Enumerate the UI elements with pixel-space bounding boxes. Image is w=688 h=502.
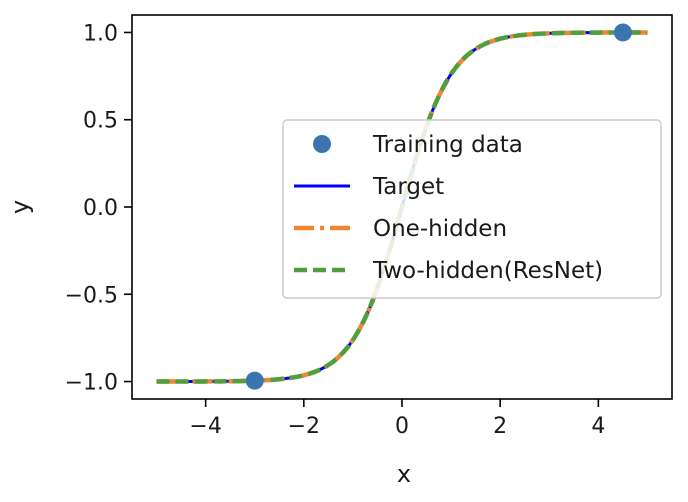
data-point-training-data — [613, 23, 632, 42]
legend-entry-target: Target — [294, 174, 444, 200]
legend-entry-training-data: Training data — [313, 132, 523, 158]
y-tick-label: 0.0 — [83, 196, 118, 221]
legend-label-one-hidden: One-hidden — [373, 216, 507, 242]
y-tick-label: −0.5 — [65, 283, 118, 308]
x-tick-label: 4 — [591, 414, 605, 439]
data-point-training-data — [245, 371, 264, 390]
y-tick-label: −1.0 — [65, 371, 118, 396]
x-tick-label: 2 — [493, 414, 507, 439]
legend-entry-two-hidden-resnet: Two-hidden(ResNet) — [294, 258, 603, 284]
legend-label-training-data: Training data — [372, 132, 523, 158]
x-axis-label: x — [397, 460, 411, 488]
legend: Training data Target One-hidden Two-hidd… — [282, 119, 662, 299]
y-tick-label: 1.0 — [83, 21, 118, 46]
legend-marker-training-data — [313, 135, 331, 153]
x-tick-label: −4 — [189, 414, 221, 439]
legend-entry-one-hidden: One-hidden — [294, 216, 507, 242]
legend-label-two-hidden-resnet: Two-hidden(ResNet) — [372, 258, 603, 284]
ticks-layer: −4 −2 0 2 4 −1.0 −0.5 0.0 0.5 1.0 — [65, 21, 606, 439]
y-axis-label: y — [6, 200, 34, 214]
legend-label-target: Target — [372, 174, 444, 200]
points-layer — [245, 23, 632, 390]
x-tick-label: 0 — [395, 414, 409, 439]
y-tick-label: 0.5 — [83, 109, 118, 134]
x-tick-label: −2 — [288, 414, 320, 439]
legend-frame — [282, 119, 662, 299]
